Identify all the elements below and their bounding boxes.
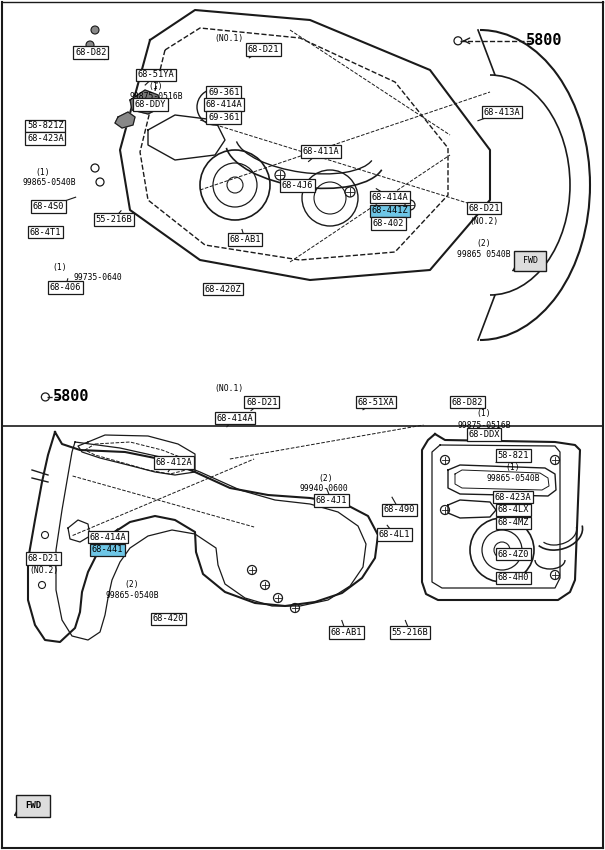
Text: 68-4H0: 68-4H0 xyxy=(497,574,529,582)
Text: 68-D21: 68-D21 xyxy=(247,45,279,54)
FancyBboxPatch shape xyxy=(16,795,50,817)
Text: 99735-0640: 99735-0640 xyxy=(74,274,122,282)
Text: (1): (1) xyxy=(149,82,163,91)
Text: 68-AB1: 68-AB1 xyxy=(229,235,261,244)
Circle shape xyxy=(78,51,86,59)
Text: 68-D82: 68-D82 xyxy=(451,398,483,406)
Text: 68-4MZ: 68-4MZ xyxy=(497,518,529,527)
Text: 68-490: 68-490 xyxy=(384,506,415,514)
Text: 69-361: 69-361 xyxy=(208,113,240,122)
Text: FWD: FWD xyxy=(523,257,538,265)
Text: 68-4J6: 68-4J6 xyxy=(282,181,313,190)
Text: 99875-0516B: 99875-0516B xyxy=(457,421,511,429)
Text: 68-441Z: 68-441Z xyxy=(372,207,408,215)
Text: 99875-0516B: 99875-0516B xyxy=(129,93,183,101)
Text: 99865-0540B: 99865-0540B xyxy=(105,592,159,600)
Text: 68-420: 68-420 xyxy=(152,615,184,623)
Text: (NO.1): (NO.1) xyxy=(214,34,243,42)
Text: 68-51YA: 68-51YA xyxy=(138,71,174,79)
Text: 68-4J1: 68-4J1 xyxy=(316,496,347,505)
Text: 58-821: 58-821 xyxy=(497,451,529,460)
Circle shape xyxy=(86,41,94,49)
Text: 68-402: 68-402 xyxy=(373,219,404,228)
Text: 55-216B: 55-216B xyxy=(96,215,132,224)
Text: (1): (1) xyxy=(52,264,67,272)
Text: (1): (1) xyxy=(35,168,50,177)
Text: 68-420Z: 68-420Z xyxy=(204,285,241,293)
Text: (2): (2) xyxy=(125,581,139,589)
Text: 68-D21: 68-D21 xyxy=(468,204,500,212)
Text: 99865-0540B: 99865-0540B xyxy=(23,178,76,187)
Text: 68-413A: 68-413A xyxy=(484,108,520,116)
Text: 68-4L1: 68-4L1 xyxy=(379,530,410,539)
Text: 69-361: 69-361 xyxy=(208,88,240,97)
Text: 99865 0540B: 99865 0540B xyxy=(457,250,511,258)
Text: 55-216B: 55-216B xyxy=(392,628,428,637)
Text: 99940-0600: 99940-0600 xyxy=(299,484,348,493)
Text: 68-411A: 68-411A xyxy=(302,147,339,156)
Text: 68-D21: 68-D21 xyxy=(28,554,59,563)
Text: 68-423A: 68-423A xyxy=(495,493,531,501)
Text: 68-4Z0: 68-4Z0 xyxy=(497,550,529,558)
Text: (2): (2) xyxy=(318,474,333,483)
Text: (NO.1): (NO.1) xyxy=(214,384,243,393)
Text: 68-414A: 68-414A xyxy=(90,533,126,541)
Text: 68-441: 68-441 xyxy=(92,546,123,554)
Text: 5800: 5800 xyxy=(53,389,90,405)
Text: 68-51XA: 68-51XA xyxy=(358,398,394,406)
Text: (1): (1) xyxy=(506,463,520,472)
Text: 68-406: 68-406 xyxy=(50,283,81,292)
FancyBboxPatch shape xyxy=(514,251,546,271)
Text: (NO.2): (NO.2) xyxy=(29,566,58,575)
Polygon shape xyxy=(130,90,160,114)
Text: 68-4S0: 68-4S0 xyxy=(33,202,64,211)
Text: 68-4T1: 68-4T1 xyxy=(30,228,61,236)
Text: 68-414A: 68-414A xyxy=(372,193,408,201)
Text: 68-DDY: 68-DDY xyxy=(134,100,166,109)
Text: (2): (2) xyxy=(477,239,491,247)
Text: 68-DDX: 68-DDX xyxy=(468,430,500,439)
Text: 68-412A: 68-412A xyxy=(156,458,192,467)
Text: (NO.2): (NO.2) xyxy=(469,217,499,225)
Text: 99865-0540B: 99865-0540B xyxy=(486,474,540,483)
Text: 68-423A: 68-423A xyxy=(27,134,64,143)
Text: 68-D82: 68-D82 xyxy=(75,48,106,57)
Text: 5800: 5800 xyxy=(526,33,563,48)
Text: (1): (1) xyxy=(477,410,491,418)
Text: FWD: FWD xyxy=(25,802,41,810)
Text: 68-414A: 68-414A xyxy=(217,414,253,422)
Text: 68-D21: 68-D21 xyxy=(246,398,278,406)
Text: 68-4LX: 68-4LX xyxy=(497,506,529,514)
Text: 58-821Z: 58-821Z xyxy=(27,122,64,130)
Polygon shape xyxy=(115,112,135,128)
Circle shape xyxy=(91,26,99,34)
Text: 68-414A: 68-414A xyxy=(206,100,242,109)
Text: 68-AB1: 68-AB1 xyxy=(330,628,362,637)
